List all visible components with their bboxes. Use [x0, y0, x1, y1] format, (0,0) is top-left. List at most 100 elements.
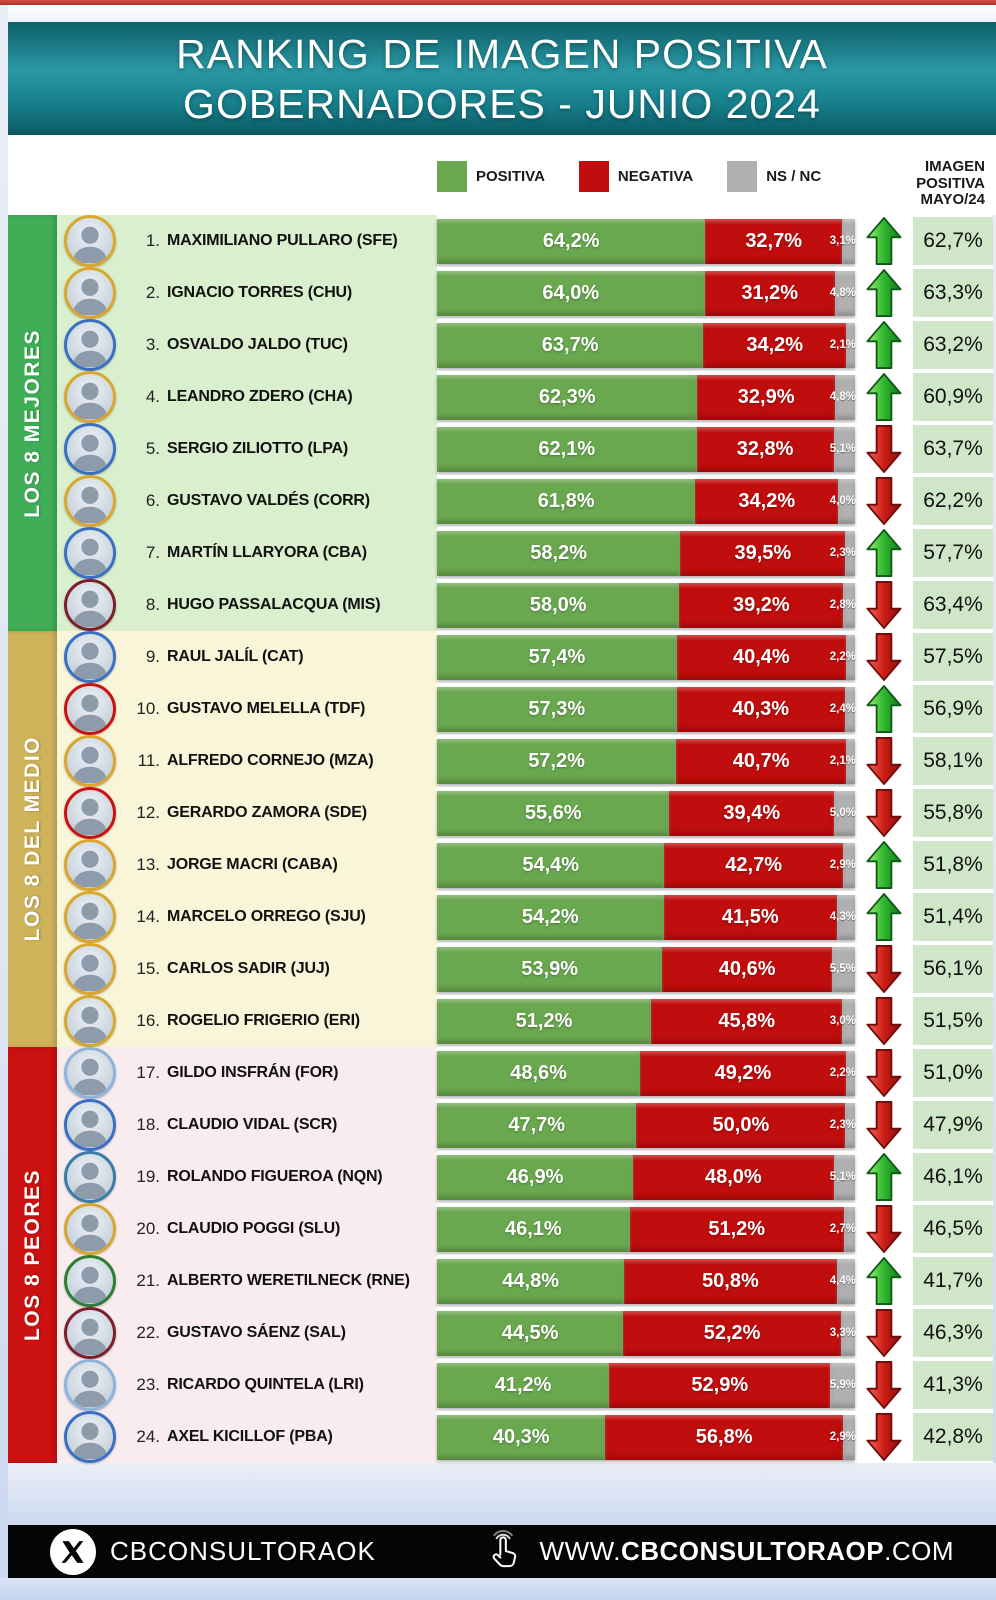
nsnc-value: 3,0% [829, 1015, 856, 1027]
mayo-cell: 63,3% [913, 267, 993, 319]
governor-avatar [64, 475, 116, 527]
rank-number: 17. [136, 1063, 160, 1082]
negative-value: 32,7% [745, 229, 803, 252]
table-row: 18. CLAUDIO VIDAL (SCR) 47,7% 50,0% 2,3% 47,9… [57, 1099, 993, 1151]
trend-up-icon [855, 215, 913, 267]
mayo-value: 60,9% [923, 385, 983, 408]
mayo-cell: 42,8% [913, 1411, 993, 1463]
governor-name: GUSTAVO SÁENZ (SAL) [167, 1324, 346, 1341]
nsnc-segment [845, 530, 855, 576]
mayo-value: 63,2% [923, 333, 983, 356]
footer-bar: CBCONSULTORAOK WWW.CBCONSULTORAOP.COM [8, 1525, 996, 1578]
table-row: 20. CLAUDIO POGGI (SLU) 46,1% 51,2% 2,7% 46,5… [57, 1203, 993, 1255]
negative-value: 40,7% [732, 749, 790, 772]
url-suffix: .COM [884, 1536, 954, 1566]
nsnc-segment [844, 686, 855, 732]
positive-value: 46,1% [504, 1217, 562, 1240]
negative-value: 41,5% [721, 905, 779, 928]
table-row: 22. GUSTAVO SÁENZ (SAL) 44,5% 52,2% 3,3% 46,3… [57, 1307, 993, 1359]
mayo-header-line: IMAGEN [925, 158, 985, 175]
negative-segment: 32,8% [696, 426, 834, 472]
nsnc-segment [841, 1310, 855, 1356]
negative-segment: 56,8% [605, 1414, 843, 1460]
nsnc-segment [845, 634, 855, 680]
positiva-swatch-icon [437, 161, 467, 192]
stacked-bar: 51,2% 45,8% 3,0% [437, 998, 856, 1044]
negative-value: 39,2% [733, 593, 790, 616]
trend-down-icon [855, 1099, 913, 1151]
stacked-bar: 44,8% 50,8% 4,4% [437, 1258, 856, 1304]
negative-value: 42,7% [725, 853, 782, 876]
governor-info-cell: 1. MAXIMILIANO PULLARO (SFE) [57, 215, 437, 267]
negative-segment: 51,2% [629, 1206, 844, 1252]
mayo-column-header: IMAGEN POSITIVA MAYO/24 [916, 158, 985, 209]
table-row: 1. MAXIMILIANO PULLARO (SFE) 64,2% 32,7% 3,1… [57, 215, 993, 267]
governor-info-cell: 21. ALBERTO WERETILNECK (RNE) [57, 1255, 437, 1307]
mayo-value: 41,3% [923, 1373, 983, 1396]
negative-segment: 34,2% [695, 478, 839, 524]
footer-gap [8, 1463, 996, 1525]
negativa-swatch-icon [578, 161, 609, 192]
positive-value: 54,2% [521, 905, 579, 928]
nsnc-segment [830, 1362, 855, 1408]
governor-name: JORGE MACRI (CABA) [167, 856, 338, 873]
rank-number: 19. [136, 1167, 160, 1186]
nsnc-value: 4,4% [829, 1275, 856, 1287]
table-row: 7. MARTÍN LLARYORA (CBA) 58,2% 39,5% 2,3% 57,… [57, 527, 993, 579]
positive-segment: 64,0% [437, 270, 705, 316]
website-link[interactable]: WWW.CBCONSULTORAOP.COM [482, 1529, 954, 1574]
mayo-value: 56,1% [923, 957, 983, 980]
mayo-cell: 41,7% [913, 1255, 993, 1307]
group-band: LOS 8 DEL MEDIO [8, 631, 57, 1047]
mayo-value: 56,9% [923, 697, 983, 720]
table-row: 8. HUGO PASSALACQUA (MIS) 58,0% 39,2% 2,8% 63… [57, 579, 993, 631]
trend-down-icon [855, 423, 913, 475]
stacked-bar: 44,5% 52,2% 3,3% [437, 1310, 856, 1356]
nsnc-segment [842, 998, 855, 1044]
trend-down-icon [855, 1307, 913, 1359]
positive-segment: 40,3% [437, 1414, 606, 1460]
trend-up-icon [855, 319, 913, 371]
stacked-bar: 61,8% 34,2% 4,0% [437, 478, 856, 524]
governor-name: GILDO INSFRÁN (FOR) [167, 1064, 339, 1081]
group-section: LOS 8 PEORES 17. GILDO INSFRÁN (FOR) 48,6% 4… [8, 1047, 993, 1463]
nsnc-value: 2,8% [829, 599, 856, 611]
positive-value: 48,6% [510, 1061, 567, 1084]
nsnc-segment [834, 790, 855, 836]
table-row: 4. LEANDRO ZDERO (CHA) 62,3% 32,9% 4,8% 60,9% [57, 371, 993, 423]
bar-cell: 46,1% 51,2% 2,7% [437, 1203, 856, 1255]
positive-segment: 61,8% [437, 478, 696, 524]
bar-cell: 61,8% 34,2% 4,0% [437, 475, 856, 527]
governor-info-cell: 11. ALFREDO CORNEJO (MZA) [57, 735, 437, 787]
governor-info-cell: 20. CLAUDIO POGGI (SLU) [57, 1203, 437, 1255]
trend-down-icon [855, 1359, 913, 1411]
governor-name: AXEL KICILLOF (PBA) [167, 1428, 333, 1445]
negative-segment: 41,5% [663, 894, 838, 940]
negative-value: 49,2% [714, 1061, 772, 1084]
negative-value: 40,6% [718, 957, 776, 980]
legend-label: NS / NC [766, 168, 822, 185]
nsnc-segment [834, 374, 855, 420]
trend-down-icon [855, 579, 913, 631]
page-title-line2: GOBERNADORES - JUNIO 2024 [183, 80, 821, 127]
mayo-value: 57,5% [923, 645, 983, 668]
negative-segment: 40,4% [676, 634, 846, 680]
legend-item-negativa: NEGATIVA [578, 161, 693, 192]
governor-avatar [64, 1359, 116, 1411]
negative-segment: 32,9% [697, 374, 835, 420]
rank-number: 4. [145, 387, 160, 406]
page-title-line1: RANKING DE IMAGEN POSITIVA [176, 30, 828, 77]
positive-segment: 44,8% [437, 1258, 625, 1304]
negative-segment: 34,2% [703, 322, 847, 368]
nsnc-value: 4,3% [829, 911, 856, 923]
bar-cell: 41,2% 52,9% 5,9% [437, 1359, 856, 1411]
rank-number: 18. [136, 1115, 160, 1134]
nsnc-segment [842, 842, 855, 888]
governor-name: CLAUDIO POGGI (SLU) [167, 1220, 341, 1237]
twitter-handle-link[interactable]: CBCONSULTORAOK [50, 1528, 376, 1575]
url-prefix: WWW. [539, 1536, 621, 1566]
positive-value: 57,3% [528, 697, 586, 720]
governor-avatar [64, 1255, 116, 1307]
negative-segment: 48,0% [633, 1154, 834, 1200]
stacked-bar: 40,3% 56,8% 2,9% [437, 1414, 856, 1460]
